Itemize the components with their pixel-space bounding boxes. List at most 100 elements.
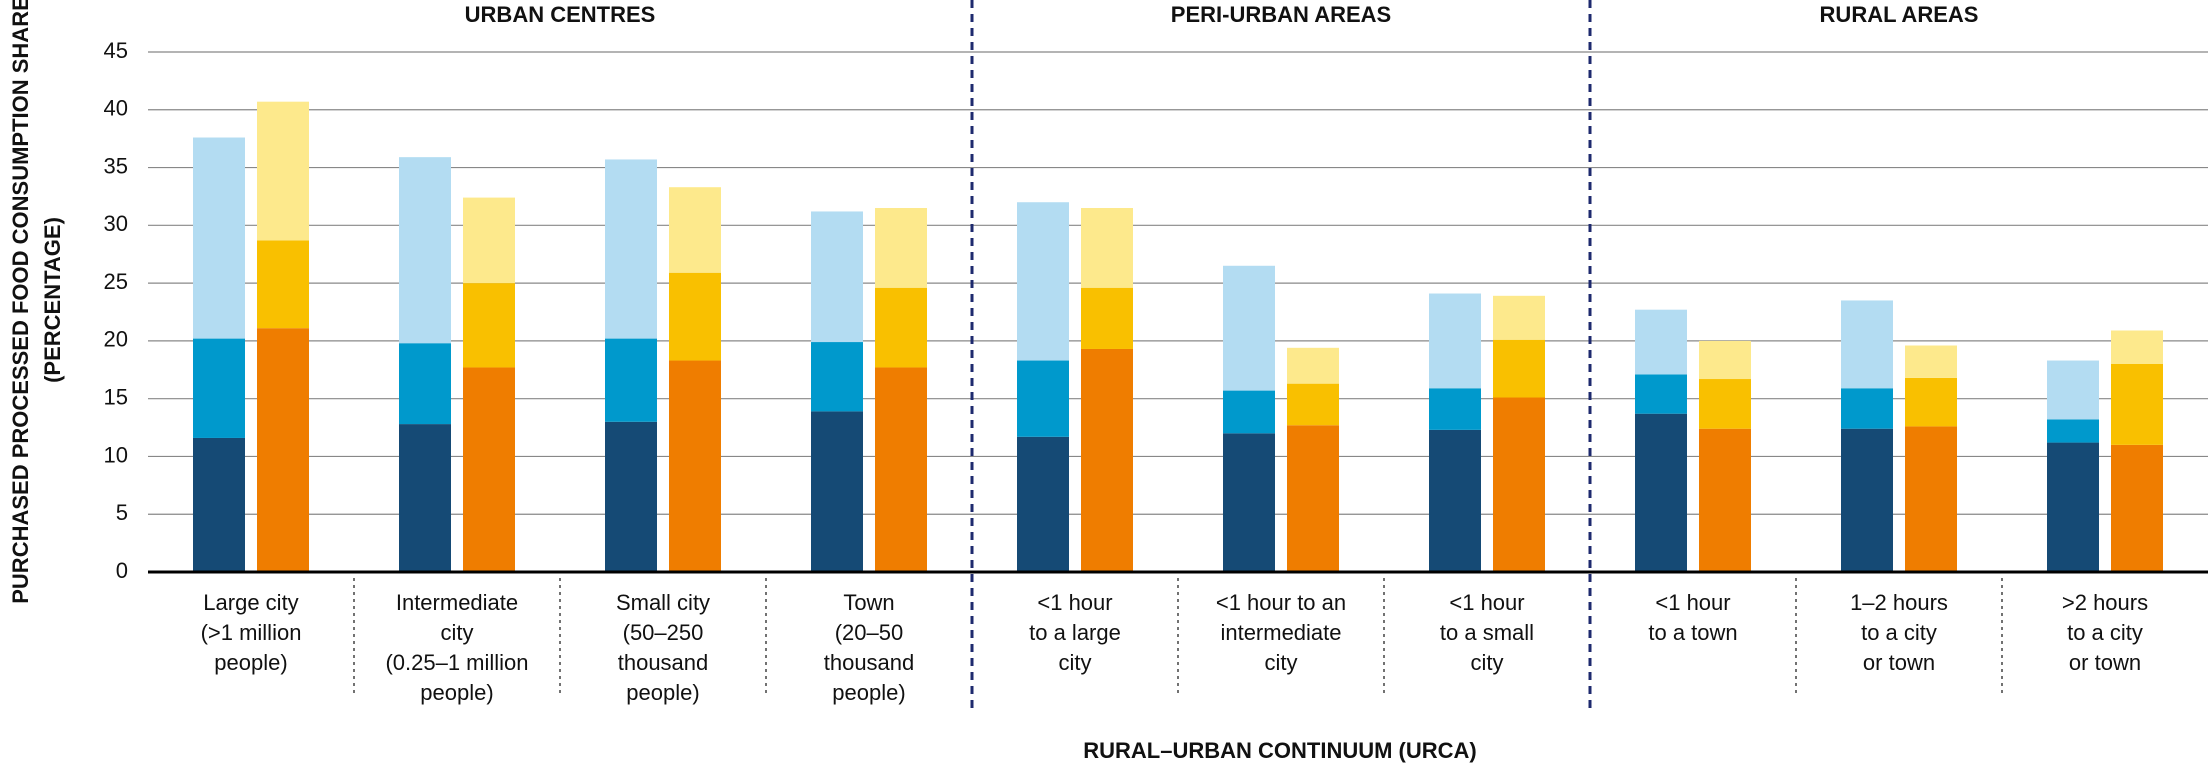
x-tick-label: <1 hour to an — [1216, 590, 1346, 615]
x-tick-label: to a town — [1648, 620, 1737, 645]
bar-segment — [399, 424, 451, 572]
bar-segment — [875, 287, 927, 368]
x-tick-label: to a large — [1029, 620, 1121, 645]
x-tick-label: thousand — [824, 650, 915, 675]
bar-segment — [669, 187, 721, 273]
x-tick-label: or town — [1863, 650, 1935, 675]
bar-segment — [1223, 433, 1275, 572]
x-tick-label: people) — [420, 680, 493, 705]
x-tick-label: Large city — [203, 590, 298, 615]
bar-segment — [463, 197, 515, 284]
bar-segment — [1699, 428, 1751, 572]
bar-segment — [1081, 208, 1133, 288]
bar-segment — [1905, 426, 1957, 572]
bar-segment — [193, 437, 245, 572]
bar-segment — [2111, 444, 2163, 572]
x-tick-label: or town — [2069, 650, 2141, 675]
bar-segment — [1287, 425, 1339, 572]
x-tick-label: to a small — [1440, 620, 1534, 645]
x-tick-label: people) — [832, 680, 905, 705]
y-tick-label: 35 — [104, 153, 128, 178]
x-tick-label: city — [1265, 650, 1298, 675]
x-tick-label: to a city — [1861, 620, 1937, 645]
y-tick-label: 10 — [104, 442, 128, 467]
x-axis-label: RURAL–URBAN CONTINUUM (URCA) — [1083, 738, 1477, 763]
x-tick-label: <1 hour — [1449, 590, 1524, 615]
bar-segment — [811, 211, 863, 343]
bar-segment — [605, 159, 657, 339]
bar-segment — [1635, 413, 1687, 572]
bar-segment — [1699, 379, 1751, 429]
group-header: URBAN CENTRES — [465, 2, 656, 27]
bar-segment — [2111, 364, 2163, 445]
x-tick-label: people) — [214, 650, 287, 675]
bar-segment — [2047, 360, 2099, 420]
bar-segment — [257, 240, 309, 329]
y-tick-label: 45 — [104, 38, 128, 63]
y-tick-label: 20 — [104, 327, 128, 352]
bar-segment — [1635, 374, 1687, 414]
bar-segment — [1429, 388, 1481, 430]
y-tick-label: 25 — [104, 269, 128, 294]
x-tick-label: city — [441, 620, 474, 645]
x-tick-label: <1 hour — [1655, 590, 1730, 615]
x-tick-label: intermediate — [1220, 620, 1341, 645]
x-tick-label: (20–50 — [835, 620, 904, 645]
bar-segment — [463, 367, 515, 572]
y-tick-label: 0 — [116, 558, 128, 583]
bar-segment — [1081, 287, 1133, 349]
bar-segment — [1493, 295, 1545, 340]
x-tick-label: (50–250 — [623, 620, 704, 645]
bar-segment — [875, 208, 927, 288]
y-tick-label: 40 — [104, 96, 128, 121]
bar-segment — [1841, 428, 1893, 572]
x-tick-label: Intermediate — [396, 590, 518, 615]
bar-segment — [1017, 360, 1069, 437]
bar-segment — [1223, 265, 1275, 391]
bar-segment — [1429, 293, 1481, 389]
bar-segment — [1017, 202, 1069, 361]
group-header: RURAL AREAS — [1820, 2, 1979, 27]
x-tick-label: thousand — [618, 650, 709, 675]
bar-segment — [193, 137, 245, 339]
bar-segment — [193, 338, 245, 438]
bar-segment — [1081, 348, 1133, 572]
bar-segment — [811, 342, 863, 412]
x-tick-label: Small city — [616, 590, 710, 615]
bar-segment — [1287, 383, 1339, 426]
bar-segment — [811, 411, 863, 572]
x-tick-label: <1 hour — [1037, 590, 1112, 615]
x-tick-label: city — [1059, 650, 1092, 675]
y-tick-label: 30 — [104, 211, 128, 236]
x-tick-label: to a city — [2067, 620, 2143, 645]
bar-segment — [399, 343, 451, 425]
bar-segment — [1287, 347, 1339, 384]
bar-segment — [2047, 419, 2099, 443]
bar-segment — [605, 338, 657, 422]
bar-segment — [399, 157, 451, 344]
bar-segment — [1841, 388, 1893, 429]
y-tick-label: 5 — [116, 500, 128, 525]
bar-segment — [875, 367, 927, 572]
bar-segment — [257, 101, 309, 241]
bar-segment — [1017, 436, 1069, 572]
bar-segment — [605, 421, 657, 572]
bar-segment — [1493, 339, 1545, 398]
y-axis-label: PURCHASED PROCESSED FOOD CONSUMPTION SHA… — [8, 0, 33, 604]
y-axis-label: (PERCENTAGE) — [40, 217, 65, 383]
bar-segment — [1699, 340, 1751, 380]
x-tick-label: (>1 million — [201, 620, 302, 645]
group-header: PERI-URBAN AREAS — [1171, 2, 1391, 27]
bar-segment — [1223, 390, 1275, 434]
bar-segment — [2111, 330, 2163, 364]
x-tick-label: city — [1471, 650, 1504, 675]
x-tick-label: 1–2 hours — [1850, 590, 1948, 615]
bar-segment — [1493, 397, 1545, 572]
y-tick-label: 15 — [104, 384, 128, 409]
bar-segment — [1841, 300, 1893, 389]
bar-segment — [1905, 345, 1957, 378]
bar-segment — [2047, 442, 2099, 572]
x-tick-label: (0.25–1 million — [385, 650, 528, 675]
